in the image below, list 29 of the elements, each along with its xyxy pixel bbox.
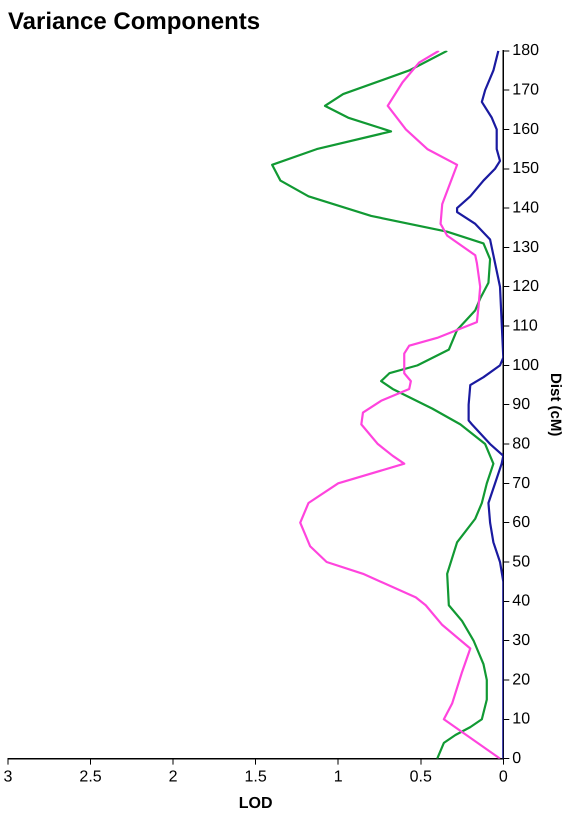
- y-tick-label: 130: [512, 238, 540, 256]
- y-tick-label: 30: [512, 632, 530, 650]
- y-tick-label: 0: [512, 750, 522, 768]
- x-tick-label: 0.5: [410, 768, 432, 786]
- x-tick-label: 0: [498, 768, 508, 786]
- x-axis-title: LOD: [238, 794, 273, 812]
- y-tick-label: 90: [512, 396, 530, 414]
- y-tick-label: 10: [512, 710, 530, 728]
- y-tick-label: 60: [512, 514, 530, 532]
- y-tick-label: 170: [512, 82, 540, 99]
- y-tick-label: 100: [512, 356, 540, 374]
- y-tick-label: 110: [512, 317, 538, 334]
- y-tick-label: 40: [512, 592, 530, 610]
- y-tick-label: 160: [512, 120, 540, 138]
- chart-title: Variance Components: [8, 8, 260, 36]
- y-tick-label: 140: [512, 199, 540, 216]
- y-tick-label: 180: [512, 42, 540, 60]
- y-axis-title: Dist (cM): [546, 373, 564, 436]
- y-tick-label: 20: [512, 671, 530, 688]
- x-tick-label: 1: [334, 768, 343, 786]
- x-tick-label: 3: [4, 768, 13, 786]
- y-tick-label: 70: [512, 474, 530, 492]
- x-tick-label: 2.5: [79, 768, 102, 786]
- x-tick-label: 2: [168, 768, 178, 786]
- x-tick-label: 1.5: [244, 768, 267, 786]
- y-tick-label: 150: [512, 160, 540, 178]
- y-tick-label: 120: [512, 278, 540, 296]
- y-tick-label: 50: [512, 553, 530, 570]
- y-tick-label: 80: [512, 435, 530, 452]
